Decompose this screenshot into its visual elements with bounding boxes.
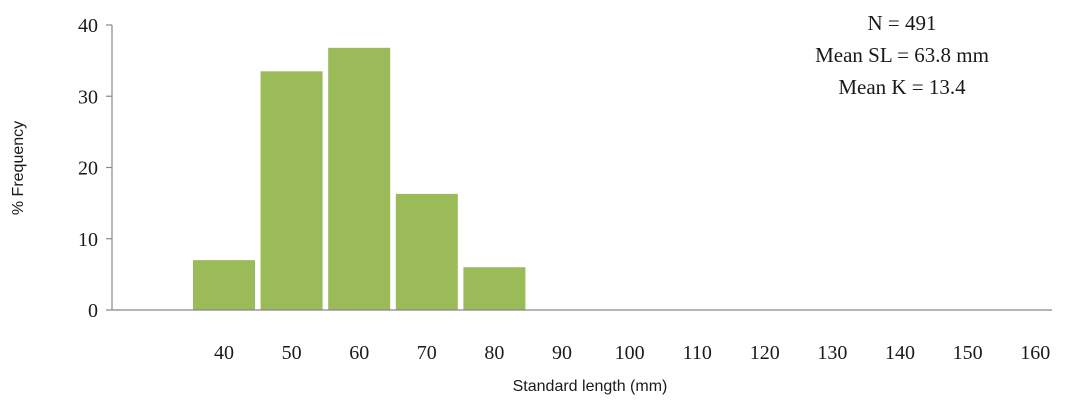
x-tick-label-50: 50 bbox=[282, 342, 302, 364]
x-tick-label-140: 140 bbox=[885, 342, 915, 364]
x-tick-label-60: 60 bbox=[349, 342, 369, 364]
x-tick-label-90: 90 bbox=[552, 342, 572, 364]
y-axis-title: % Frequency bbox=[10, 121, 27, 215]
y-tick-labels: 0 10 20 30 40 bbox=[78, 15, 112, 322]
x-tick-label-40: 40 bbox=[214, 342, 234, 364]
y-tick-label-40: 40 bbox=[78, 15, 98, 37]
x-tick-label-120: 120 bbox=[750, 342, 780, 364]
annotation-mean-k: Mean K = 13.4 bbox=[838, 75, 966, 99]
bar-50 bbox=[260, 71, 323, 310]
annotation-mean-sl: Mean SL = 63.8 mm bbox=[815, 43, 989, 67]
x-tick-label-130: 130 bbox=[817, 342, 847, 364]
x-tick-label-70: 70 bbox=[417, 342, 437, 364]
bar-60 bbox=[328, 47, 391, 311]
x-tick-labels: 40 50 60 70 80 90 100 110 120 130 140 150 160 bbox=[214, 342, 1050, 364]
x-axis-title: Standard length (mm) bbox=[513, 378, 668, 395]
bar-70 bbox=[395, 193, 458, 310]
y-tick-label-20: 20 bbox=[78, 158, 98, 180]
x-tick-label-100: 100 bbox=[615, 342, 645, 364]
x-tick-label-110: 110 bbox=[683, 342, 712, 364]
y-tick-label-10: 10 bbox=[78, 229, 98, 251]
x-tick-label-160: 160 bbox=[1020, 342, 1050, 364]
y-tick-label-0: 0 bbox=[88, 300, 98, 322]
bar-80 bbox=[463, 267, 526, 310]
bar-40 bbox=[193, 260, 255, 310]
annotation-sample-size: N = 491 bbox=[867, 11, 936, 35]
bars-group bbox=[193, 47, 526, 311]
y-tick-label-30: 30 bbox=[78, 86, 98, 108]
x-tick-label-80: 80 bbox=[484, 342, 504, 364]
x-tick-label-150: 150 bbox=[953, 342, 983, 364]
